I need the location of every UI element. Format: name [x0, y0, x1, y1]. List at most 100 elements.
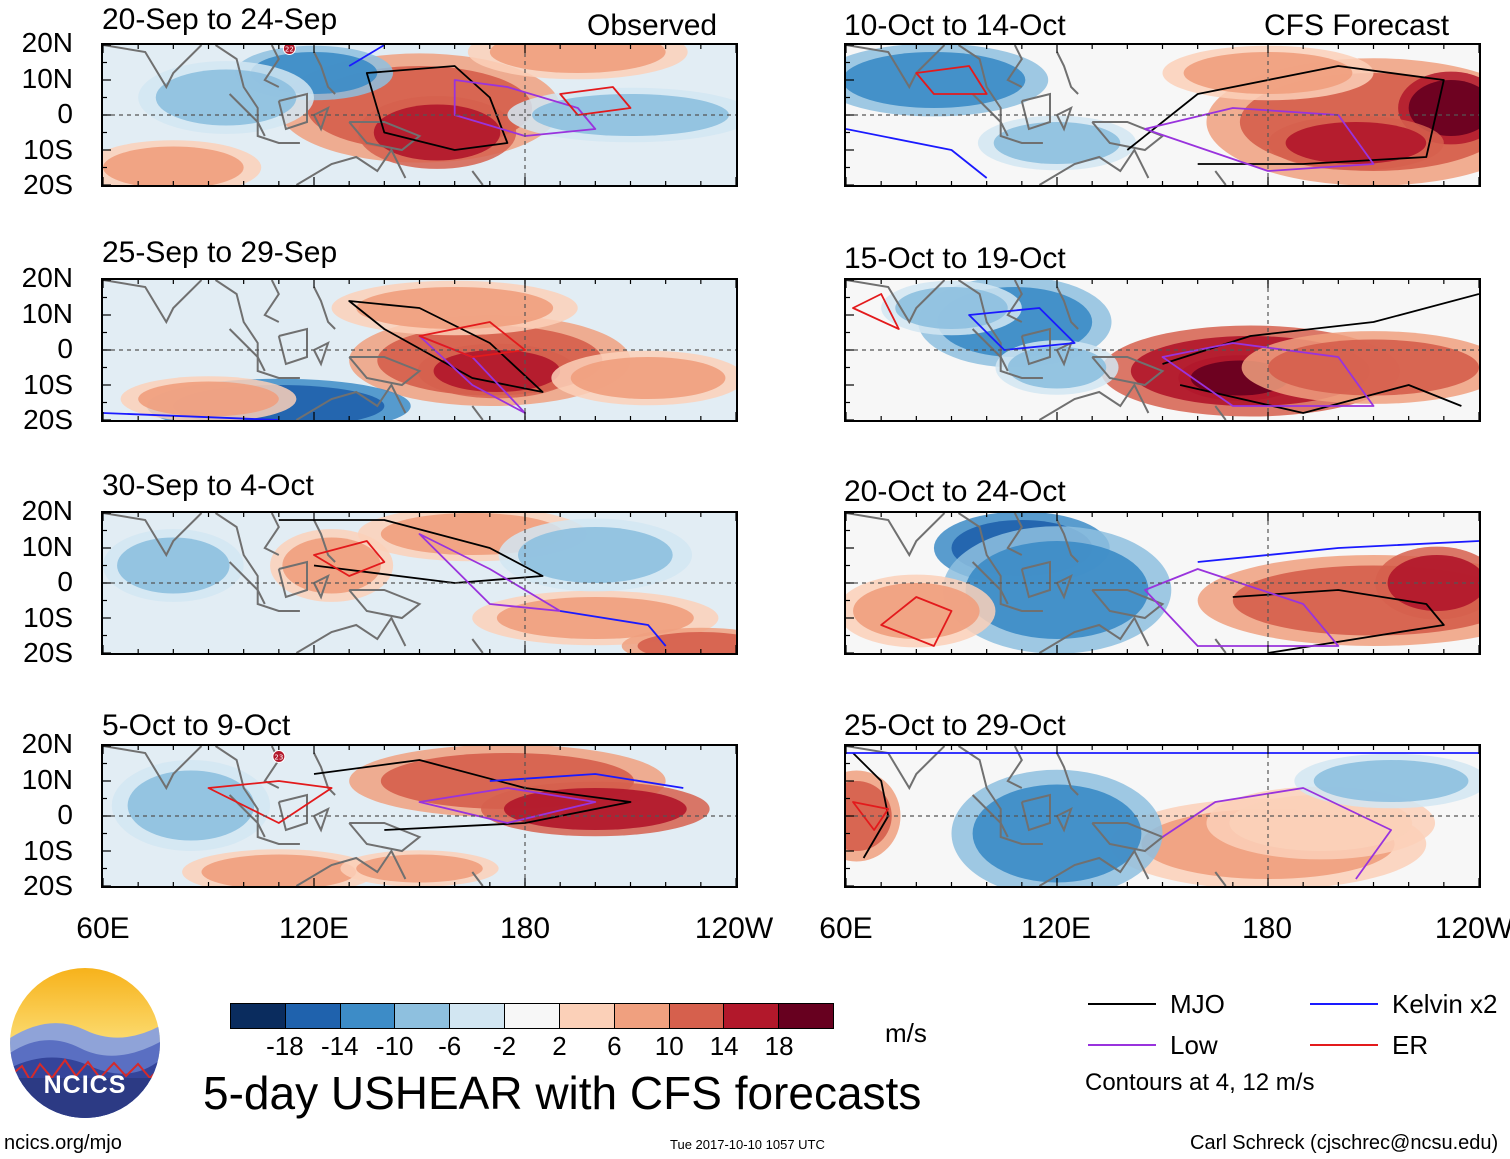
panel-title: 15-Oct to 19-Oct	[844, 242, 1066, 275]
logo-text: NCICS	[43, 1071, 127, 1099]
anomaly-shading	[103, 146, 244, 185]
coastline	[1091, 589, 1165, 620]
coastline	[1038, 383, 1150, 420]
wave-contour	[453, 79, 597, 137]
wave-contour	[852, 293, 900, 330]
panel-plot	[846, 746, 1479, 886]
anomaly-shading	[1285, 122, 1427, 164]
y-tick-label: 0	[57, 566, 73, 597]
coastline	[277, 327, 308, 366]
anomaly-shading	[570, 357, 726, 399]
coastline	[1020, 560, 1051, 599]
coastline	[957, 513, 1043, 612]
coastline	[957, 280, 1043, 379]
x-tick-label: 120W	[1434, 912, 1510, 945]
coastline	[846, 280, 946, 325]
legend-label-kelvin: Kelvin x2	[1392, 989, 1498, 1019]
colorbar-swatch	[614, 1004, 670, 1028]
coastline	[295, 383, 407, 420]
anomaly-shading	[637, 632, 736, 653]
contour-note: Contours at 4, 12 m/s	[1085, 1069, 1315, 1096]
coastline	[103, 45, 203, 90]
anomaly-shading	[895, 287, 1008, 329]
legend-swatch-low	[1088, 1044, 1156, 1046]
anomaly-shading	[155, 69, 297, 126]
colorbar-tick-label: 2	[552, 1031, 567, 1061]
coastline	[1056, 51, 1079, 95]
wave-contour	[348, 45, 385, 67]
colorbar	[230, 1003, 834, 1029]
coastline	[348, 356, 422, 387]
anomaly-shading	[201, 854, 357, 886]
coastline	[214, 746, 300, 845]
map-panel-obs-2	[101, 278, 738, 422]
panel-corner-label: Observed	[587, 9, 718, 42]
panel-title: 30-Sep to 4-Oct	[102, 469, 314, 502]
legend-swatch-er	[1310, 1044, 1378, 1046]
y-tick-label: 20S	[23, 404, 73, 435]
y-tick-label: 20S	[23, 870, 73, 901]
anomaly-shading	[1229, 795, 1413, 851]
y-tick-label: 10N	[21, 62, 73, 94]
y-tick-label: 20N	[21, 495, 73, 526]
wave-contour	[278, 519, 544, 584]
coastline	[1056, 341, 1073, 367]
x-tick-label: 180	[499, 912, 551, 945]
coastline	[1020, 327, 1051, 366]
anomaly-shading	[965, 541, 1149, 639]
y-tick-label: 0	[57, 333, 73, 364]
anomaly-shading	[846, 781, 892, 851]
y-tick-label: 10S	[23, 133, 73, 165]
wave-contour	[313, 759, 632, 831]
wave-contour	[348, 300, 544, 393]
coastline	[228, 328, 266, 372]
coastline	[1038, 148, 1150, 185]
units-label: m/s	[885, 1018, 927, 1048]
anomaly-shading	[1007, 346, 1107, 389]
colorbar-swatch	[231, 1004, 286, 1028]
wave-contour	[1144, 107, 1375, 172]
map-panel-obs-4: 23	[101, 744, 738, 888]
panel-plot	[846, 513, 1479, 653]
anomaly-shading	[993, 122, 1121, 164]
panel-title: 20-Sep to 24-Sep	[102, 3, 338, 36]
footer-url: ncics.org/mjo	[4, 1132, 122, 1154]
coastline	[471, 638, 484, 653]
anomaly-shading	[1313, 760, 1469, 802]
coastline	[348, 822, 422, 853]
colorbar-tick-label: -2	[492, 1031, 517, 1061]
coastline	[1214, 405, 1227, 420]
legend-swatch-kelvin	[1310, 1003, 1378, 1005]
x-tick-label: 120E	[1020, 912, 1092, 945]
coastline	[228, 794, 266, 838]
y-tick-label: 0	[57, 799, 73, 830]
coastline	[228, 93, 266, 137]
coastline	[1214, 170, 1227, 185]
panel-plot	[103, 280, 736, 420]
coastline	[1006, 45, 1023, 88]
coastline	[1214, 871, 1227, 886]
coastline	[471, 170, 484, 185]
coastline	[263, 45, 280, 88]
map-panel-obs-3	[101, 511, 738, 655]
colorbar-tick-label: 6	[607, 1031, 622, 1061]
y-tick-label: 10N	[21, 530, 73, 562]
coastline	[313, 752, 336, 796]
coastline	[103, 746, 203, 791]
coastline	[1091, 356, 1165, 387]
colorbar-swatch	[395, 1004, 451, 1028]
coastline	[277, 92, 308, 131]
coastline	[1056, 106, 1073, 132]
y-tick-label: 10S	[23, 834, 73, 866]
colorbar-swatch	[669, 1004, 725, 1028]
panel-title: 5-Oct to 9-Oct	[102, 709, 291, 742]
colorbar-swatch	[559, 1004, 615, 1028]
coastline	[313, 574, 330, 600]
wave-contour	[1161, 342, 1375, 407]
panel-corner-label: CFS Forecast	[1264, 9, 1450, 42]
wave-contour	[915, 65, 988, 95]
colorbar-tick-label: -18	[266, 1031, 304, 1061]
anomaly-shading	[138, 381, 279, 417]
x-tick-label: 120E	[278, 912, 350, 945]
wave-contour	[1162, 787, 1392, 880]
